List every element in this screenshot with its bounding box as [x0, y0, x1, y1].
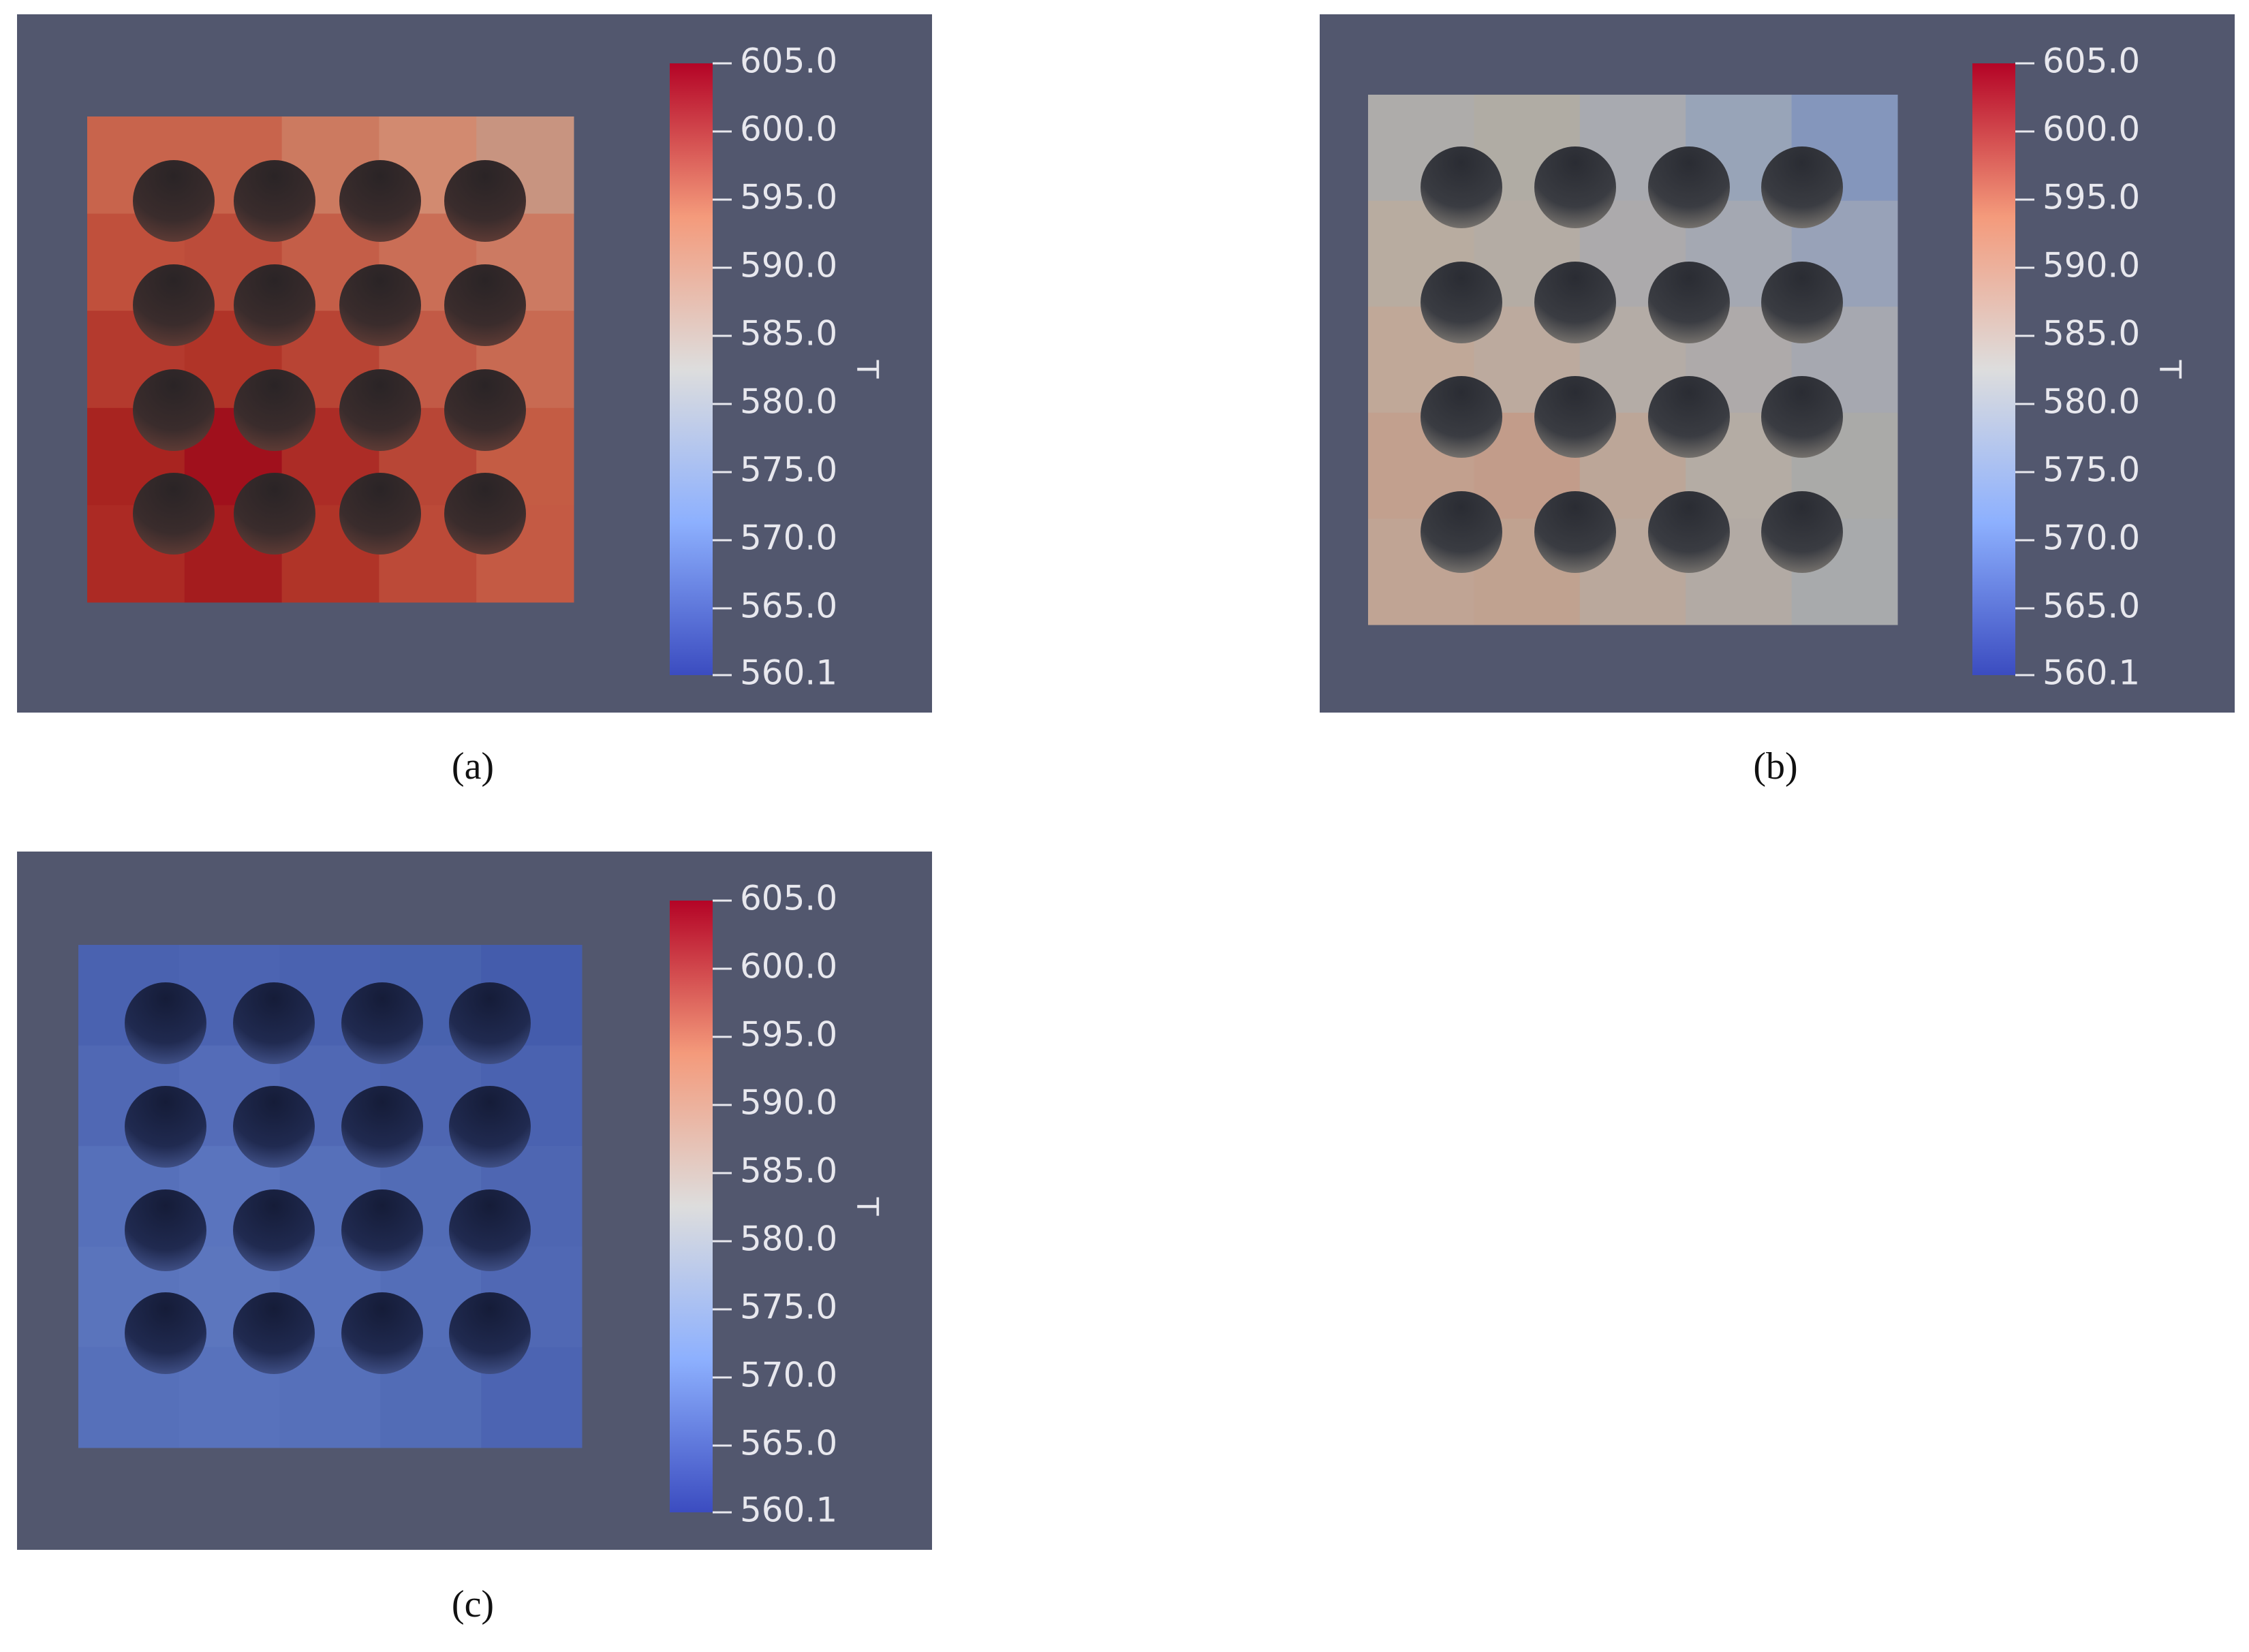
rod-hole: [234, 473, 315, 555]
colorbar-tick-label: 600.0: [2043, 110, 2140, 149]
colorbar-tick-label: 565.0: [740, 1424, 837, 1463]
colorbar-tick-label: 605.0: [740, 879, 837, 918]
colorbar-tick-label: 565.0: [2043, 587, 2140, 626]
colorbar: [1972, 63, 2015, 675]
colorbar-tick-label: 585.0: [740, 1151, 837, 1191]
rod-hole: [339, 264, 421, 346]
colorbar-tick-label: 590.0: [2043, 246, 2140, 285]
rod-hole: [449, 1086, 531, 1168]
colorbar-tick-label: 590.0: [740, 246, 837, 285]
colorbar-tick-label: 595.0: [2043, 178, 2140, 217]
colorbar-tick-label: 580.0: [2043, 382, 2140, 422]
rod-hole: [341, 1086, 423, 1168]
colorbar-tick-label: 570.0: [2043, 518, 2140, 558]
rod-hole: [125, 1086, 206, 1168]
rod-hole: [1648, 262, 1730, 343]
panel: 605.0 600.0 595.0 590.0 585.0 580.0 575.0 570.0…: [1320, 14, 2235, 713]
colorbar: [670, 901, 713, 1512]
rod-hole: [233, 1086, 315, 1168]
rod-hole: [339, 473, 421, 555]
rod-hole: [341, 1292, 423, 1374]
rod-hole: [449, 982, 531, 1064]
rod-hole: [1648, 146, 1730, 228]
rod-hole: [1421, 491, 1502, 573]
colorbar-tick-label: 575.0: [740, 1288, 837, 1327]
rod-hole: [1534, 146, 1616, 228]
rod-hole: [125, 982, 206, 1064]
colorbar-tick-label: 565.0: [740, 587, 837, 626]
colorbar-title: T: [850, 1197, 884, 1216]
colorbar-tick-label: 580.0: [740, 382, 837, 422]
panel-label: (b): [1753, 745, 1797, 788]
colorbar-tick-label: 560.1: [740, 1491, 837, 1530]
rod-hole: [1761, 491, 1843, 573]
rod-hole: [234, 160, 315, 242]
rod-hole: [125, 1189, 206, 1271]
rod-hole: [234, 369, 315, 451]
colorbar-tick-label: 560.1: [740, 653, 837, 693]
rod-hole: [234, 264, 315, 346]
colorbar-tick-label: 570.0: [740, 1356, 837, 1395]
colorbar: [670, 63, 713, 675]
rod-hole: [1421, 376, 1502, 458]
rod-hole: [341, 1189, 423, 1271]
colorbar-tick-label: 605.0: [2043, 42, 2140, 81]
rod-hole: [339, 369, 421, 451]
colorbar-tick-label: 590.0: [740, 1083, 837, 1123]
rod-hole: [133, 264, 215, 346]
colorbar-tick-label: 570.0: [740, 518, 837, 558]
colorbar-tick-label: 575.0: [740, 450, 837, 490]
colorbar-title: T: [850, 360, 884, 379]
rod-hole: [1761, 262, 1843, 343]
colorbar-tick-label: 580.0: [740, 1219, 837, 1259]
colorbar-tick-label: 595.0: [740, 178, 837, 217]
rod-hole: [1648, 491, 1730, 573]
rod-hole: [449, 1189, 531, 1271]
rod-hole: [1761, 146, 1843, 228]
rod-hole: [233, 982, 315, 1064]
rod-hole: [133, 160, 215, 242]
panel: 605.0 600.0 595.0 590.0 585.0 580.0 575.0 570.0…: [17, 852, 932, 1550]
rod-hole: [449, 1292, 531, 1374]
rod-hole: [133, 473, 215, 555]
rod-hole: [125, 1292, 206, 1374]
rod-hole: [444, 264, 526, 346]
rod-hole: [233, 1292, 315, 1374]
rod-hole: [341, 982, 423, 1064]
panel-label: (a): [452, 745, 494, 788]
rod-hole: [133, 369, 215, 451]
colorbar-tick-label: 600.0: [740, 110, 837, 149]
rod-hole: [1534, 491, 1616, 573]
colorbar-tick-label: 605.0: [740, 42, 837, 81]
rod-hole: [1761, 376, 1843, 458]
colorbar-tick-label: 600.0: [740, 947, 837, 986]
rod-hole: [339, 160, 421, 242]
colorbar-tick-label: 595.0: [740, 1015, 837, 1055]
rod-hole: [1648, 376, 1730, 458]
colorbar-tick-label: 585.0: [740, 314, 837, 354]
colorbar-tick-label: 560.1: [2043, 653, 2140, 693]
rod-hole: [1421, 262, 1502, 343]
rod-hole: [1421, 146, 1502, 228]
panel-label: (c): [452, 1583, 494, 1625]
panel: 605.0 600.0 595.0 590.0 585.0 580.0 575.0 570.0…: [17, 14, 932, 713]
rod-hole: [233, 1189, 315, 1271]
rod-hole: [1534, 262, 1616, 343]
rod-hole: [444, 369, 526, 451]
rod-hole: [1534, 376, 1616, 458]
colorbar-tick-label: 575.0: [2043, 450, 2140, 490]
rod-hole: [444, 160, 526, 242]
rod-hole: [444, 473, 526, 555]
colorbar-tick-label: 585.0: [2043, 314, 2140, 354]
colorbar-title: T: [2152, 360, 2187, 379]
